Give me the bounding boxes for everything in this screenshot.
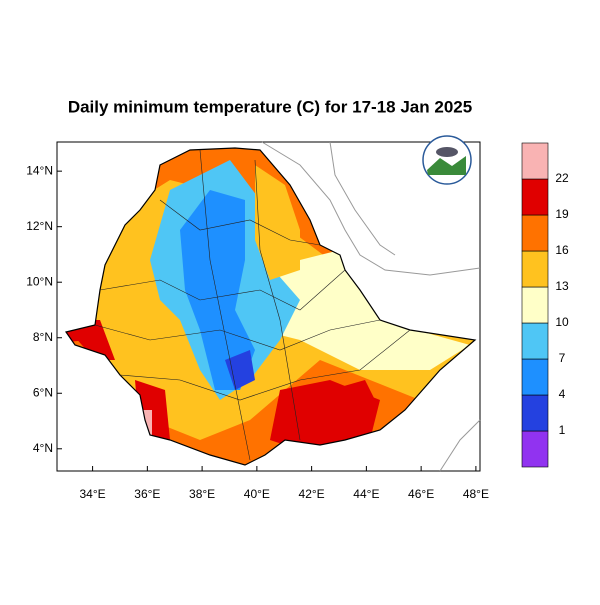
colorbar-label: 7: [559, 351, 566, 365]
y-tick-label: 14°N: [26, 163, 53, 177]
x-tick-label: 44°E: [353, 487, 379, 501]
region-borders: [94, 149, 411, 461]
y-tick-label: 6°N: [33, 385, 53, 399]
x-tick-label: 48°E: [463, 487, 489, 501]
y-tick-label: 10°N: [26, 274, 53, 288]
x-tick-label: 40°E: [244, 487, 270, 501]
colorbar-box: [521, 286, 549, 324]
x-tick-label: 34°E: [80, 487, 106, 501]
colorbar-box: [521, 178, 549, 216]
x-tick-label: 36°E: [134, 487, 160, 501]
map-title: Daily minimum temperature (C) for 17-18 …: [68, 97, 472, 116]
colorbar-label: 4: [559, 387, 566, 401]
colorbar-box: [521, 358, 549, 396]
y-tick-label: 12°N: [26, 219, 53, 233]
colorbar-box: [521, 214, 549, 252]
x-tick-label: 42°E: [299, 487, 325, 501]
coastlines: [261, 141, 481, 472]
y-tick-label: 8°N: [33, 330, 53, 344]
colorbar-label: 22: [555, 171, 569, 185]
colorbar-box: [521, 322, 549, 360]
colorbar-box: [521, 250, 549, 288]
colorbar-label: 16: [555, 243, 569, 257]
x-tick-label: 46°E: [408, 487, 434, 501]
colorbar-box: [521, 142, 549, 180]
logo: [422, 135, 472, 185]
colorbar-label: 10: [555, 315, 569, 329]
colorbar-label: 1: [559, 423, 566, 437]
colorbar-box: [521, 394, 549, 432]
x-tick-label: 38°E: [189, 487, 215, 501]
colorbar-box: [521, 430, 549, 468]
y-tick-label: 4°N: [33, 441, 53, 455]
colorbar-label: 19: [555, 207, 569, 221]
colorbar-label: 13: [555, 279, 569, 293]
